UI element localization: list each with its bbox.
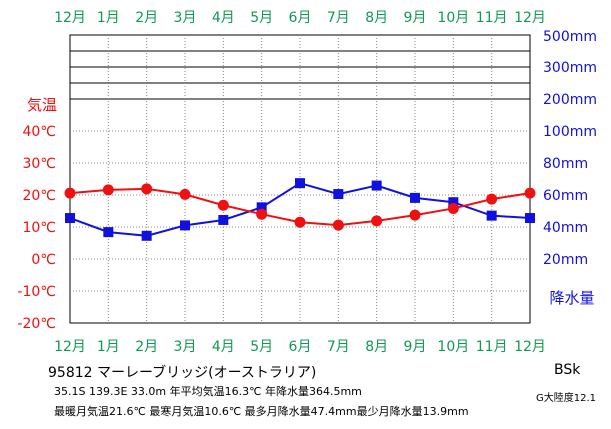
station-summary: 35.1S 139.3E 33.0m 年平均気温16.3℃ 年降水量364.5m… <box>54 385 362 398</box>
precipitation-point <box>333 189 344 200</box>
temperature-tick-label: -20℃ <box>17 316 56 332</box>
precipitation-tick-label: 200mm <box>543 92 597 108</box>
temperature-tick-label: 30℃ <box>22 156 56 172</box>
temperature-point <box>371 215 383 227</box>
month-label-top: 1月 <box>97 10 120 26</box>
temperature-tick-label: 40℃ <box>22 124 56 140</box>
month-label-top: 3月 <box>174 10 197 26</box>
temperature-point <box>332 219 344 231</box>
station-extremes: 最暖月気温21.6℃ 最寒月気温10.6℃ 最多月降水量47.4mm最少月降水量… <box>54 405 469 418</box>
month-label-bottom: 5月 <box>250 339 273 355</box>
month-label-bottom: 1月 <box>97 339 120 355</box>
precipitation-point <box>371 180 382 191</box>
climate-code: BSk <box>554 362 581 378</box>
temperature-tick-label: 10℃ <box>22 220 56 236</box>
precipitation-axis-title: 降水量 <box>549 289 594 307</box>
precipitation-tick-label: 100mm <box>543 124 597 140</box>
precipitation-point <box>525 213 535 224</box>
month-label-top: 12月 <box>54 10 86 26</box>
temperature-point <box>294 216 306 228</box>
temperature-point <box>409 209 421 221</box>
precipitation-point <box>295 178 305 189</box>
precipitation-point <box>486 210 497 221</box>
precipitation-point <box>141 230 152 241</box>
continentality-index: G大陸度12.1 <box>536 393 597 404</box>
precipitation-tick-label: 0mm <box>543 0 579 4</box>
month-label-bottom: 6月 <box>289 339 312 355</box>
temperature-point <box>141 183 153 195</box>
month-label-bottom: 11月 <box>476 339 508 355</box>
station-title: 95812 マーレーブリッジ(オーストラリア) <box>48 365 317 381</box>
month-label-bottom: 7月 <box>327 339 350 355</box>
precipitation-point <box>448 197 459 208</box>
month-label-bottom: 12月 <box>54 339 86 355</box>
temperature-tick-label: 20℃ <box>22 188 56 204</box>
temperature-point <box>256 208 268 220</box>
month-label-bottom: 2月 <box>135 339 158 355</box>
temperature-point <box>64 187 76 199</box>
month-label-bottom: 4月 <box>212 339 235 355</box>
precipitation-point <box>218 214 229 225</box>
month-label-top: 5月 <box>250 10 273 26</box>
month-label-bottom: 8月 <box>365 339 388 355</box>
month-label-top: 9月 <box>404 10 427 26</box>
precipitation-point <box>65 213 75 224</box>
temperature-point <box>179 188 191 200</box>
month-label-bottom: 9月 <box>404 339 427 355</box>
precipitation-tick-label: 40mm <box>543 220 588 236</box>
month-label-bottom: 10月 <box>437 339 469 355</box>
temperature-point <box>524 187 536 199</box>
temperature-point <box>447 202 459 214</box>
temperature-point <box>486 193 498 205</box>
precipitation-tick-label: 500mm <box>543 29 597 45</box>
precipitation-tick-label: 300mm <box>543 60 597 76</box>
month-label-top: 7月 <box>327 10 350 26</box>
month-label-top: 11月 <box>476 10 508 26</box>
precipitation-point <box>410 192 420 203</box>
temperature-axis-title: 気温 <box>27 96 57 114</box>
month-label-top: 2月 <box>135 10 158 26</box>
temperature-point <box>102 184 114 196</box>
precipitation-point <box>180 220 190 231</box>
precipitation-tick-label: 20mm <box>543 252 588 268</box>
temperature-tick-label: 0℃ <box>31 252 56 268</box>
precipitation-point <box>103 227 114 238</box>
precipitation-point <box>256 202 267 213</box>
month-label-bottom: 12月 <box>514 339 546 355</box>
temperature-tick-label: -10℃ <box>17 284 56 300</box>
month-label-top: 12月 <box>514 10 546 26</box>
month-label-top: 6月 <box>289 10 312 26</box>
month-label-top: 10月 <box>437 10 469 26</box>
temperature-point <box>217 199 229 211</box>
precipitation-tick-label: 60mm <box>543 188 588 204</box>
month-label-top: 4月 <box>212 10 235 26</box>
month-label-bottom: 3月 <box>174 339 197 355</box>
precipitation-tick-label: 80mm <box>543 156 588 172</box>
month-label-top: 8月 <box>365 10 388 26</box>
